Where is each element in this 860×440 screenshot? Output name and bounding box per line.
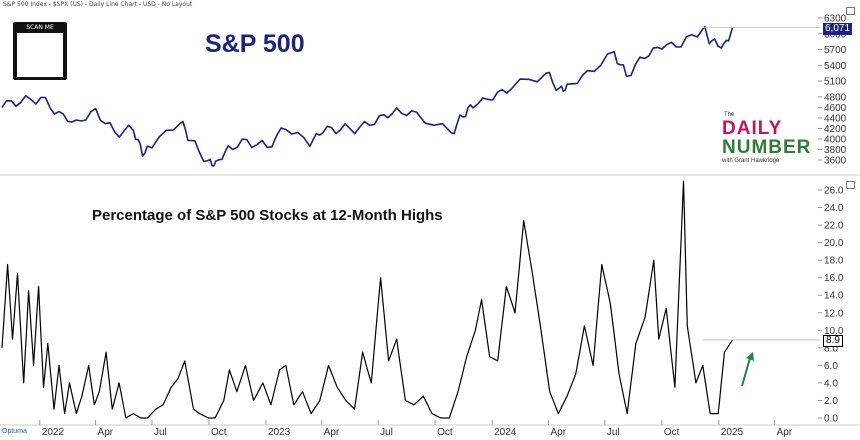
spx-y-tick-label: 3800 (824, 145, 847, 156)
pct-y-tick-label: 18.0 (824, 256, 844, 267)
spx-series-line (1, 25, 734, 167)
trend-arrow (741, 352, 754, 387)
spx-y-tick-label: 5400 (824, 61, 847, 72)
spx-y-tick-label: 4600 (824, 103, 847, 114)
spx-panel-title: S&P 500 (205, 30, 305, 58)
spx-y-tick-label: 4000 (824, 134, 847, 145)
logo-the: The (724, 112, 735, 118)
spx-last-value-badge: 6,071 (823, 23, 853, 35)
x-tick-label: Oct (211, 427, 227, 438)
x-tick-label: 2023 (268, 427, 291, 438)
qr-pattern (17, 33, 63, 77)
lock-icon[interactable] (846, 7, 855, 15)
pct-y-tick-label: 0.0 (824, 414, 838, 425)
x-tick-label: 2025 (721, 427, 744, 438)
chart-header-text: S&P 500 Index - $SPX (US) - Daily Line C… (3, 1, 193, 8)
spx-y-tick-label: 5700 (824, 45, 847, 56)
spx-y-tick-label: 6300 (824, 14, 847, 25)
x-tick-label: Apr (324, 427, 340, 438)
arrow-head (746, 352, 754, 361)
pct-panel-title: Percentage of S&P 500 Stocks at 12-Month… (92, 207, 443, 224)
pct-y-tick-label: 12.0 (824, 308, 844, 319)
logo-daily: DAILY (722, 118, 783, 139)
daily-number-logo: The DAILY NUMBER with Grant Hawkridge (722, 112, 832, 168)
x-tick-label: Apr (777, 427, 793, 438)
x-tick-label: Oct (664, 427, 680, 438)
qr-code[interactable]: SCAN ME (13, 22, 67, 80)
pct-y-tick-label: 10.0 (824, 326, 844, 337)
x-tick-label: Apr (98, 427, 114, 438)
pct-y-tick-label: 6.0 (824, 361, 838, 372)
pct-last-value-badge: 8.9 (823, 335, 843, 347)
x-tick-label: Jul (380, 427, 393, 438)
pct-y-tick-label: 24.0 (824, 203, 844, 214)
pct-y-tick-label: 2.0 (824, 396, 838, 407)
x-tick-label: Oct (437, 427, 453, 438)
arrow-shaft (741, 357, 751, 387)
spx-y-tick-label: 4200 (824, 124, 847, 135)
x-tick-label: Apr (550, 427, 566, 438)
logo-number: NUMBER (722, 137, 812, 158)
pct-y-tick-label: 22.0 (824, 221, 844, 232)
x-tick-label: Jul (154, 427, 167, 438)
pct-y-tick-label: 14.0 (824, 291, 844, 302)
qr-label: SCAN ME (26, 24, 54, 31)
spx-y-tick-label: 4400 (824, 113, 847, 124)
spx-y-tick-label: 3600 (824, 156, 847, 167)
grid-layer (0, 174, 860, 426)
spx-y-tick-label: 4800 (824, 92, 847, 103)
lock-icon[interactable] (846, 181, 855, 189)
pct-series-line (1, 180, 733, 419)
series-layer (1, 25, 820, 419)
pct-y-tick-label: 16.0 (824, 273, 844, 284)
x-tick-label: 2024 (494, 427, 517, 438)
logo-with: with Grant Hawkridge (722, 158, 780, 164)
pct-y-tick-label: 4.0 (824, 378, 838, 389)
x-tick-label: Jul (607, 427, 620, 438)
pct-y-tick-label: 8.0 (824, 343, 838, 354)
optuma-logo: Optuma (2, 428, 27, 435)
spx-y-tick-label: 5100 (824, 77, 847, 88)
pct-y-tick-label: 20.0 (824, 238, 844, 249)
pct-y-tick-label: 26.0 (824, 186, 844, 197)
x-tick-label: 2022 (42, 427, 65, 438)
